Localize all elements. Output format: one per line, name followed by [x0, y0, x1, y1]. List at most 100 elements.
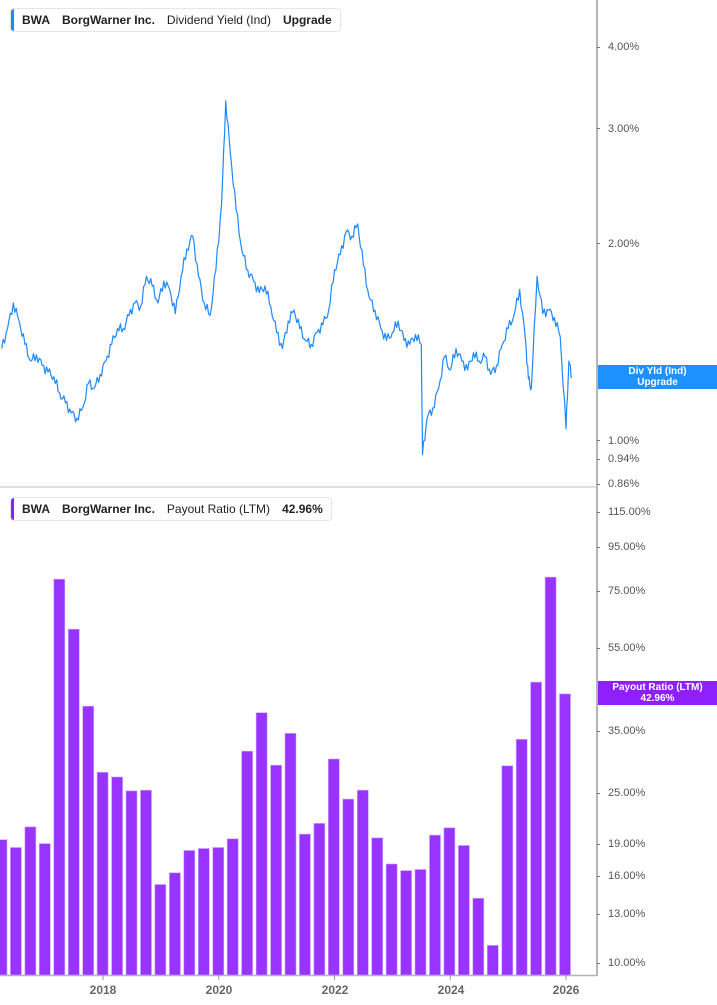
payout-bar[interactable] [270, 764, 282, 976]
flag-line1: Payout Ratio (LTM) [612, 682, 703, 693]
y-tick [597, 914, 600, 915]
bottom-y-label: 25.00% [608, 787, 646, 799]
x-label: 2022 [321, 983, 349, 997]
payout-bar[interactable] [226, 838, 239, 976]
top-y-label: 0.86% [608, 478, 640, 490]
y-tick [597, 459, 600, 460]
legend-value: 42.96% [282, 502, 323, 516]
payout-bar[interactable] [111, 776, 123, 976]
top-y-label: 2.00% [608, 238, 640, 250]
top-y-label: 1.00% [608, 435, 640, 447]
x-axis-ticks [102, 975, 567, 980]
payout-bar[interactable] [140, 789, 152, 976]
legend-company: BorgWarner Inc. [62, 502, 155, 516]
payout-bar[interactable] [198, 848, 210, 976]
legend-metric: Payout Ratio (LTM) [166, 502, 271, 516]
payout-bar[interactable] [515, 738, 528, 976]
payout-bar[interactable] [559, 693, 571, 976]
payout-bar[interactable] [356, 789, 369, 976]
y-tick [597, 648, 600, 649]
payout-bar[interactable] [429, 834, 441, 976]
payout-bar[interactable] [327, 758, 340, 976]
payout-bar[interactable] [400, 870, 412, 976]
y-tick [597, 876, 600, 877]
payout-bar[interactable] [212, 847, 225, 976]
payout-bar[interactable] [501, 765, 514, 976]
x-label: 2020 [205, 983, 233, 997]
payout-bar[interactable] [125, 790, 138, 976]
bottom-y-label: 115.00% [608, 506, 651, 518]
payout-bar[interactable] [96, 771, 109, 976]
dividend-yield-line [1, 100, 573, 456]
payout-bar[interactable] [154, 884, 167, 976]
payout-bar[interactable] [486, 945, 499, 976]
flag-line2: 42.96% [640, 693, 675, 704]
top-y-label: 3.00% [608, 123, 640, 135]
payout-bar[interactable] [443, 827, 456, 976]
bottom-y-label: 13.00% [608, 908, 646, 920]
payout-bar[interactable] [530, 681, 542, 976]
y-tick [597, 547, 600, 548]
payout-bar[interactable] [472, 897, 485, 976]
legend-ticker: BWA [22, 13, 50, 27]
payout-bar[interactable] [68, 628, 80, 976]
payout-ratio-flag[interactable]: Payout Ratio (LTM) 42.96% [598, 681, 717, 705]
bottom-y-label: 10.00% [608, 957, 646, 969]
legend-color-swatch [11, 9, 14, 31]
payout-bar[interactable] [24, 826, 37, 976]
payout-bar[interactable] [544, 576, 557, 976]
payout-bar[interactable] [458, 845, 470, 976]
y-tick [597, 484, 600, 485]
payout-bar[interactable] [169, 872, 181, 976]
payout-bar[interactable] [342, 798, 355, 976]
legend-company: BorgWarner Inc. [62, 13, 155, 27]
payout-bar[interactable] [313, 823, 326, 976]
x-label: 2018 [89, 983, 117, 997]
legend-color-swatch [11, 498, 14, 520]
top-legend[interactable]: BWA BorgWarner Inc. Dividend Yield (Ind)… [10, 8, 341, 32]
y-tick [597, 243, 600, 244]
x-label: 2024 [437, 983, 465, 997]
payout-bar[interactable] [53, 578, 66, 976]
bottom-y-label: 19.00% [608, 838, 646, 850]
payout-bar[interactable] [284, 733, 297, 976]
y-tick [597, 512, 600, 513]
y-tick [597, 591, 600, 592]
bottom-y-label: 16.00% [608, 870, 646, 882]
dividend-yield-flag[interactable]: Div Yld (Ind) Upgrade [598, 365, 717, 389]
payout-bar[interactable] [371, 837, 384, 976]
top-y-axis-line [596, 0, 598, 490]
top-y-label: 0.94% [608, 453, 640, 465]
bottom-y-label: 95.00% [608, 541, 646, 553]
legend-ticker: BWA [22, 502, 50, 516]
payout-bar[interactable] [385, 863, 398, 976]
top-y-label: 4.00% [608, 41, 640, 53]
y-tick [597, 844, 600, 845]
payout-bar[interactable] [241, 750, 253, 976]
y-tick [597, 963, 600, 964]
payout-bar[interactable] [255, 712, 268, 976]
bottom-y-label: 55.00% [608, 642, 646, 654]
y-tick [597, 440, 600, 441]
x-label: 2026 [552, 983, 580, 997]
y-tick [597, 128, 600, 129]
payout-bar[interactable] [299, 833, 311, 976]
payout-bar[interactable] [38, 843, 51, 976]
legend-metric: Dividend Yield (Ind) [166, 13, 271, 27]
payout-bar[interactable] [10, 847, 22, 976]
bottom-legend[interactable]: BWA BorgWarner Inc. Payout Ratio (LTM) 4… [10, 497, 332, 521]
payout-bar[interactable] [414, 869, 427, 976]
flag-line2: Upgrade [637, 377, 678, 388]
y-tick [597, 731, 600, 732]
payout-ratio-bars [0, 576, 571, 976]
payout-bar[interactable] [183, 850, 196, 976]
payout-bar[interactable] [82, 705, 94, 976]
flag-line1: Div Yld (Ind) [628, 366, 687, 377]
payout-bar[interactable] [0, 839, 8, 976]
legend-upgrade-link[interactable]: Upgrade [282, 13, 332, 27]
bottom-y-label: 75.00% [608, 585, 646, 597]
y-tick [597, 793, 600, 794]
bottom-y-label: 35.00% [608, 725, 646, 737]
y-tick [597, 47, 600, 48]
